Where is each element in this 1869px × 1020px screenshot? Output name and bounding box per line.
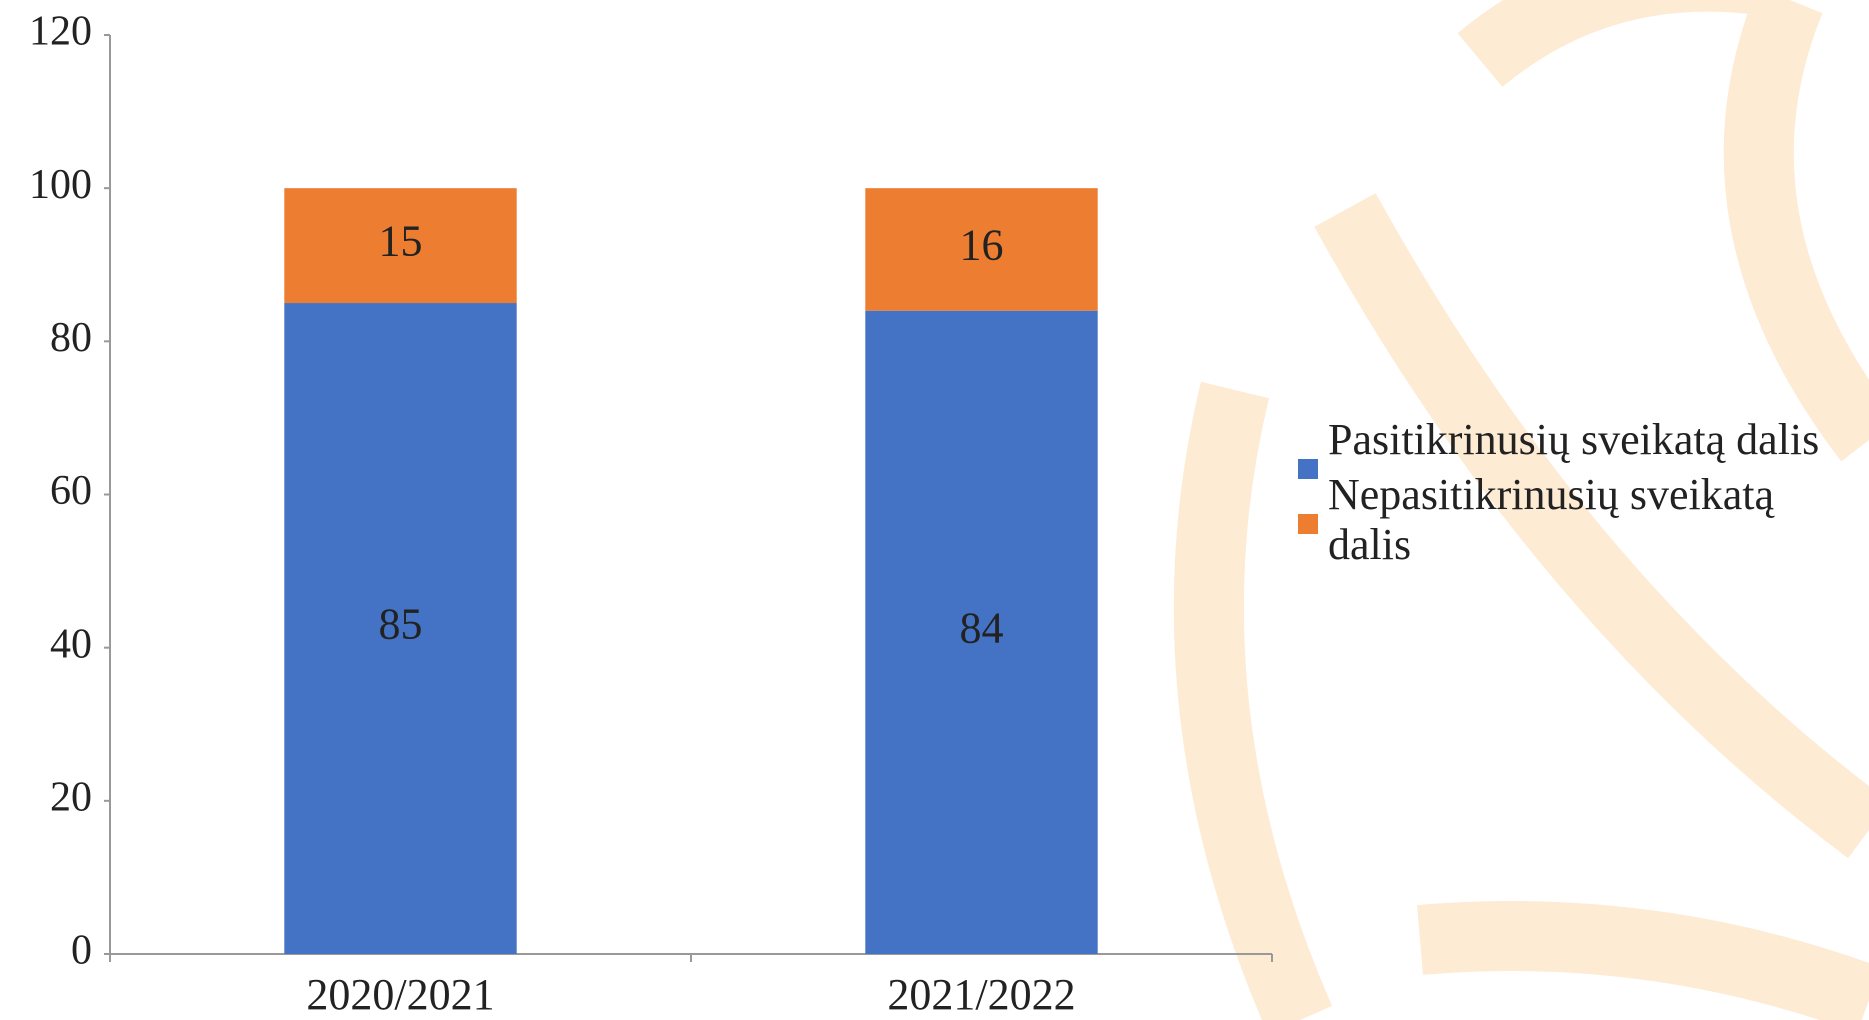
y-tick-label: 20	[50, 774, 92, 820]
legend-item: Nepasitikrinusių sveikatą dalis	[1298, 470, 1868, 571]
y-tick-label: 0	[71, 928, 92, 974]
legend-swatch	[1298, 459, 1318, 479]
bar-segment	[865, 188, 1098, 311]
legend-item: Pasitikrinusių sveikatą dalis	[1298, 415, 1868, 479]
y-tick-label: 120	[29, 9, 92, 55]
bar-segment	[284, 303, 517, 955]
data-label: 15	[379, 217, 423, 266]
watermark	[1173, 0, 1869, 1020]
legend-label: Nepasitikrinusių sveikatą dalis	[1328, 469, 1775, 570]
x-tick-label: 2020/2021	[306, 970, 494, 1019]
y-tick-label: 40	[50, 621, 92, 667]
bar-segment	[284, 188, 517, 304]
data-label: 84	[960, 603, 1004, 652]
legend-swatch	[1298, 513, 1318, 534]
data-label: 85	[379, 600, 423, 649]
y-tick-label: 100	[29, 162, 92, 208]
legend-label: Pasitikrinusių sveikatą dalis	[1328, 415, 1820, 464]
bar-segment	[865, 310, 1098, 954]
data-label: 16	[960, 221, 1004, 270]
legend: Pasitikrinusių sveikatą dalis Nepasitikri…	[1298, 415, 1868, 575]
x-tick-label: 2021/2022	[887, 970, 1075, 1019]
y-tick-label: 80	[50, 315, 92, 361]
y-tick-label: 60	[50, 468, 92, 514]
